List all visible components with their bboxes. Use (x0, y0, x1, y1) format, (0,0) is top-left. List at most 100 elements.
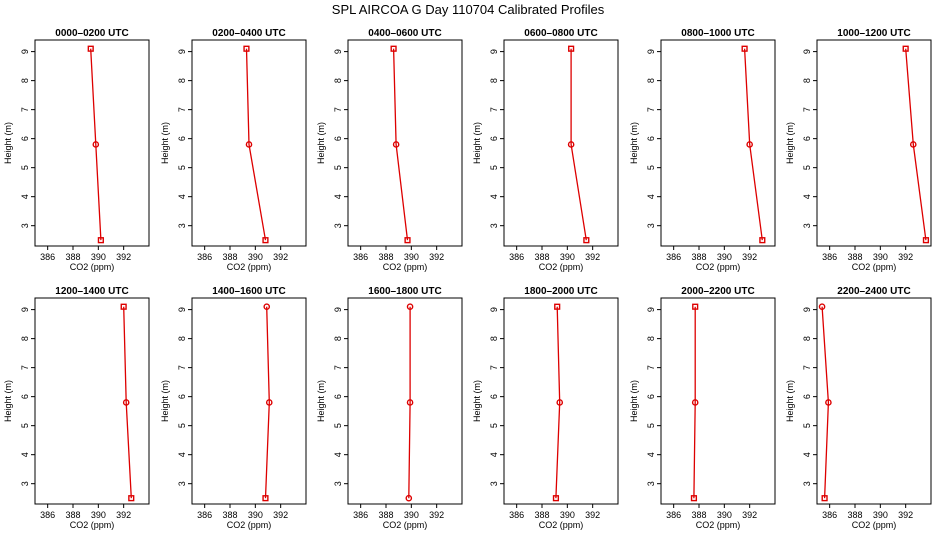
y-axis-label: Height (m) (472, 122, 482, 164)
y-tick-label: 9 (20, 49, 30, 54)
data-point (92, 141, 100, 148)
x-tick-label: 386 (353, 252, 368, 262)
x-tick-label: 390 (404, 252, 419, 262)
y-tick-label: 8 (489, 336, 499, 341)
profile-line (570, 48, 587, 241)
y-tick-label: 5 (802, 165, 812, 170)
plot-frame (660, 39, 776, 247)
data-point (552, 495, 560, 502)
x-tick-label: 392 (585, 252, 600, 262)
y-tick-label: 5 (646, 423, 656, 428)
data-point (568, 45, 575, 52)
y-tick-label: 6 (20, 136, 30, 141)
y-tick-label: 4 (177, 194, 187, 199)
data-point (265, 399, 273, 406)
y-tick-label: 4 (646, 194, 656, 199)
y-tick-label: 8 (646, 78, 656, 83)
y-tick-label: 4 (802, 452, 812, 457)
x-axis-label: CO2 (ppm) (852, 520, 897, 530)
y-tick-label: 7 (333, 107, 343, 112)
profile-line (245, 48, 267, 241)
x-axis-label: CO2 (ppm) (227, 262, 272, 272)
y-tick-label: 6 (802, 136, 812, 141)
x-axis-label: CO2 (ppm) (383, 520, 428, 530)
x-tick-label: 386 (509, 510, 524, 520)
y-tick-label: 6 (333, 394, 343, 399)
y-tick-label: 4 (333, 452, 343, 457)
y-tick-label: 9 (646, 49, 656, 54)
x-axis-label: CO2 (ppm) (696, 262, 741, 272)
data-point (404, 237, 411, 244)
x-axis-label: CO2 (ppm) (539, 262, 584, 272)
x-tick-label: 388 (222, 252, 237, 262)
y-tick-label: 5 (646, 165, 656, 170)
chart-panel: 2200–2400 UTC 386 388 390 392 3 4 5 6 7 8 9 CO2 (ppm… (785, 286, 932, 530)
chart-panel: 0400–0600 UTC 386 388 390 392 3 4 5 6 7 8 9 CO2 (ppm… (316, 28, 463, 272)
x-tick-label: 390 (404, 510, 419, 520)
data-point (909, 141, 917, 148)
data-point (262, 237, 269, 244)
x-tick-label: 386 (822, 510, 837, 520)
y-tick-label: 3 (802, 481, 812, 486)
y-tick-label: 3 (177, 481, 187, 486)
x-tick-label: 388 (65, 510, 80, 520)
y-axis-label: Height (m) (472, 380, 482, 422)
y-tick-label: 5 (489, 423, 499, 428)
y-tick-label: 9 (177, 307, 187, 312)
y-tick-label: 6 (489, 394, 499, 399)
y-axis-label: Height (m) (785, 122, 795, 164)
data-point (263, 303, 271, 311)
data-point (692, 303, 699, 310)
y-axis-label: Height (m) (3, 122, 13, 164)
chart-panel: 1400–1600 UTC 386 388 390 392 3 4 5 6 7 8 9 CO2 (ppm… (160, 286, 307, 530)
data-point (262, 495, 269, 502)
x-tick-label: 392 (429, 510, 444, 520)
y-tick-label: 3 (646, 223, 656, 228)
y-tick-label: 9 (333, 49, 343, 54)
y-tick-label: 7 (20, 365, 30, 370)
y-tick-label: 6 (20, 394, 30, 399)
data-point (405, 494, 413, 502)
y-tick-label: 4 (20, 452, 30, 457)
x-tick-label: 392 (273, 252, 288, 262)
x-tick-label: 390 (560, 510, 575, 520)
y-tick-label: 5 (333, 165, 343, 170)
x-tick-label: 388 (691, 510, 706, 520)
x-tick-label: 386 (40, 252, 55, 262)
y-axis-label: Height (m) (629, 380, 639, 422)
x-tick-label: 386 (40, 510, 55, 520)
y-tick-label: 6 (177, 394, 187, 399)
x-tick-label: 388 (534, 252, 549, 262)
data-point (122, 399, 130, 406)
y-tick-label: 8 (177, 78, 187, 83)
x-tick-label: 390 (873, 510, 888, 520)
chart-panel: 1600–1800 UTC 386 388 390 392 3 4 5 6 7 8 9 CO2 (ppm… (316, 286, 463, 530)
x-tick-label: 386 (197, 510, 212, 520)
plot-frame (34, 297, 150, 505)
x-tick-label: 392 (116, 510, 131, 520)
data-point (825, 399, 832, 406)
y-tick-label: 8 (20, 78, 30, 83)
y-axis-label: Height (m) (316, 380, 326, 422)
y-tick-label: 8 (177, 336, 187, 341)
x-axis-label: CO2 (ppm) (70, 262, 115, 272)
data-point (390, 45, 397, 52)
y-tick-label: 7 (489, 107, 499, 112)
y-tick-label: 6 (802, 394, 812, 399)
y-tick-label: 6 (646, 136, 656, 141)
plot-frame (816, 39, 932, 247)
profile-line (392, 48, 409, 241)
data-point (120, 303, 127, 310)
plot-frame (816, 297, 932, 505)
x-tick-label: 392 (273, 510, 288, 520)
y-tick-label: 8 (20, 336, 30, 341)
plot-frame (660, 297, 776, 505)
x-tick-label: 392 (742, 252, 757, 262)
x-tick-label: 392 (585, 510, 600, 520)
x-axis-label: CO2 (ppm) (696, 520, 741, 530)
chart-panel: 1800–2000 UTC 386 388 390 392 3 4 5 6 7 8 9 CO2 (ppm… (472, 286, 619, 530)
y-tick-label: 7 (20, 107, 30, 112)
data-point (583, 237, 590, 244)
x-tick-label: 392 (116, 252, 131, 262)
y-tick-label: 6 (177, 136, 187, 141)
